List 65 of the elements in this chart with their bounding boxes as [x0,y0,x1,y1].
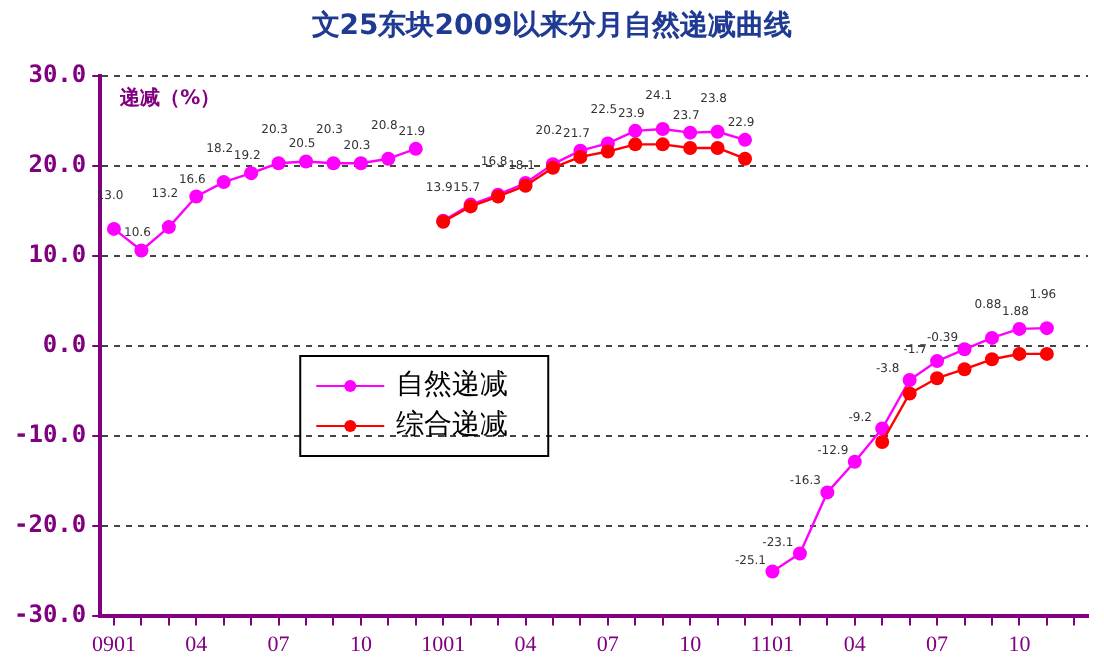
legend-label: 综合递减 [396,409,509,442]
point [792,546,807,561]
point [628,123,643,138]
x-tick-label: 1101 [750,632,795,657]
point [1039,346,1054,361]
point [106,221,121,236]
point [683,125,698,140]
point [984,330,999,345]
point [161,220,176,235]
x-tick-label: 07 [926,632,950,657]
point [216,175,231,190]
y-tick-label: -10.0 [14,419,87,448]
point [655,122,670,137]
x-tick-label: 10 [679,632,703,657]
x-tick-label: 10 [349,632,373,657]
y-tick-label: -20.0 [14,509,87,538]
x-tick-label: 04 [843,632,867,657]
point [189,189,204,204]
point [628,137,643,152]
point [820,485,835,500]
point [902,372,917,387]
point [765,564,780,579]
x-tick-label: 1001 [421,632,466,657]
point [353,156,368,171]
point [299,154,314,169]
point [930,371,945,386]
point [1039,321,1054,336]
x-tick-label: 07 [596,632,620,657]
legend-label: 自然递减 [396,369,509,402]
y-tick-label: -30.0 [14,599,87,628]
point [381,151,396,166]
point [600,144,615,159]
y-tick-label: 30.0 [28,60,87,89]
point [847,454,862,469]
y-tick-label: 20.0 [28,150,87,179]
y-tick-label: 10.0 [28,240,87,269]
point [738,151,753,166]
point [957,362,972,377]
point [244,166,259,181]
point [683,140,698,155]
point [1012,346,1027,361]
x-tick-label: 0901 [91,632,136,657]
point [738,132,753,147]
point [930,354,945,369]
point [984,352,999,367]
point [902,386,917,401]
point [573,149,588,164]
x-tick-label: 07 [267,632,291,657]
point [326,156,341,171]
point [408,141,423,156]
chart-title: 文25东块2009以来分月自然递减曲线 [309,8,795,44]
point [710,140,725,155]
point [875,435,890,450]
y-tick-label: 0.0 [42,330,87,359]
point [875,421,890,436]
y-axis-title: 递减（%） [118,86,221,110]
point [134,243,149,258]
point [710,124,725,139]
x-tick-label: 04 [185,632,209,657]
x-tick-label: 10 [1008,632,1032,657]
point [271,156,286,171]
point [957,342,972,357]
point [655,137,670,152]
x-tick-label: 04 [514,632,538,657]
point [1012,321,1027,336]
